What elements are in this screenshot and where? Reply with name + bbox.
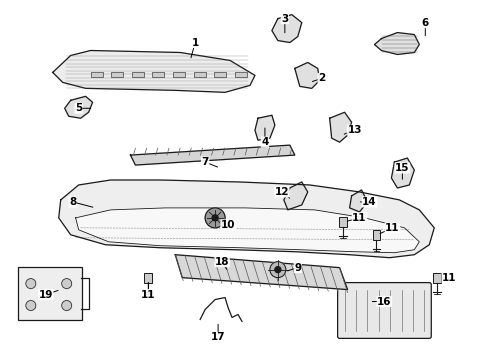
Text: 13: 13 — [346, 125, 361, 135]
Text: 6: 6 — [421, 18, 428, 28]
Circle shape — [274, 267, 280, 273]
Bar — [152, 72, 164, 77]
Circle shape — [26, 279, 36, 289]
Polygon shape — [294, 62, 319, 88]
Text: 12: 12 — [274, 187, 288, 197]
Polygon shape — [271, 15, 301, 42]
Text: 1: 1 — [191, 37, 199, 48]
Circle shape — [205, 208, 224, 228]
Polygon shape — [59, 180, 433, 258]
FancyBboxPatch shape — [337, 283, 430, 338]
Circle shape — [61, 301, 72, 310]
Text: 19: 19 — [39, 289, 53, 300]
Polygon shape — [53, 50, 254, 92]
Text: 8: 8 — [69, 197, 76, 207]
Bar — [111, 72, 123, 77]
Polygon shape — [349, 190, 367, 212]
Bar — [193, 72, 205, 77]
Circle shape — [269, 262, 285, 278]
Polygon shape — [64, 96, 92, 118]
Text: 10: 10 — [221, 220, 235, 230]
FancyBboxPatch shape — [18, 267, 81, 320]
Polygon shape — [374, 32, 419, 54]
Text: 15: 15 — [394, 163, 409, 173]
Bar — [372, 230, 380, 240]
Polygon shape — [175, 255, 347, 289]
Text: 3: 3 — [281, 14, 288, 24]
Circle shape — [212, 215, 218, 221]
Text: 16: 16 — [376, 297, 391, 306]
Polygon shape — [283, 182, 307, 210]
Bar — [214, 72, 226, 77]
Polygon shape — [254, 115, 274, 140]
Polygon shape — [130, 145, 294, 165]
Text: 4: 4 — [261, 137, 268, 147]
Text: 2: 2 — [317, 73, 325, 84]
Text: 11: 11 — [141, 289, 155, 300]
Text: 11: 11 — [351, 213, 366, 223]
Text: 14: 14 — [362, 197, 376, 207]
Polygon shape — [390, 158, 413, 188]
Text: 18: 18 — [214, 257, 229, 267]
Bar — [132, 72, 143, 77]
Bar — [173, 72, 185, 77]
Bar — [338, 217, 346, 227]
Text: 5: 5 — [75, 103, 82, 113]
Circle shape — [61, 279, 72, 289]
Circle shape — [26, 301, 36, 310]
Text: 11: 11 — [441, 273, 455, 283]
Text: 7: 7 — [201, 157, 208, 167]
Polygon shape — [329, 112, 351, 142]
Text: 17: 17 — [210, 332, 225, 342]
Text: 11: 11 — [385, 223, 399, 233]
Bar — [432, 273, 440, 283]
Bar — [90, 72, 102, 77]
Bar — [144, 273, 152, 283]
Polygon shape — [76, 208, 419, 253]
Bar — [235, 72, 246, 77]
Text: 9: 9 — [294, 263, 301, 273]
